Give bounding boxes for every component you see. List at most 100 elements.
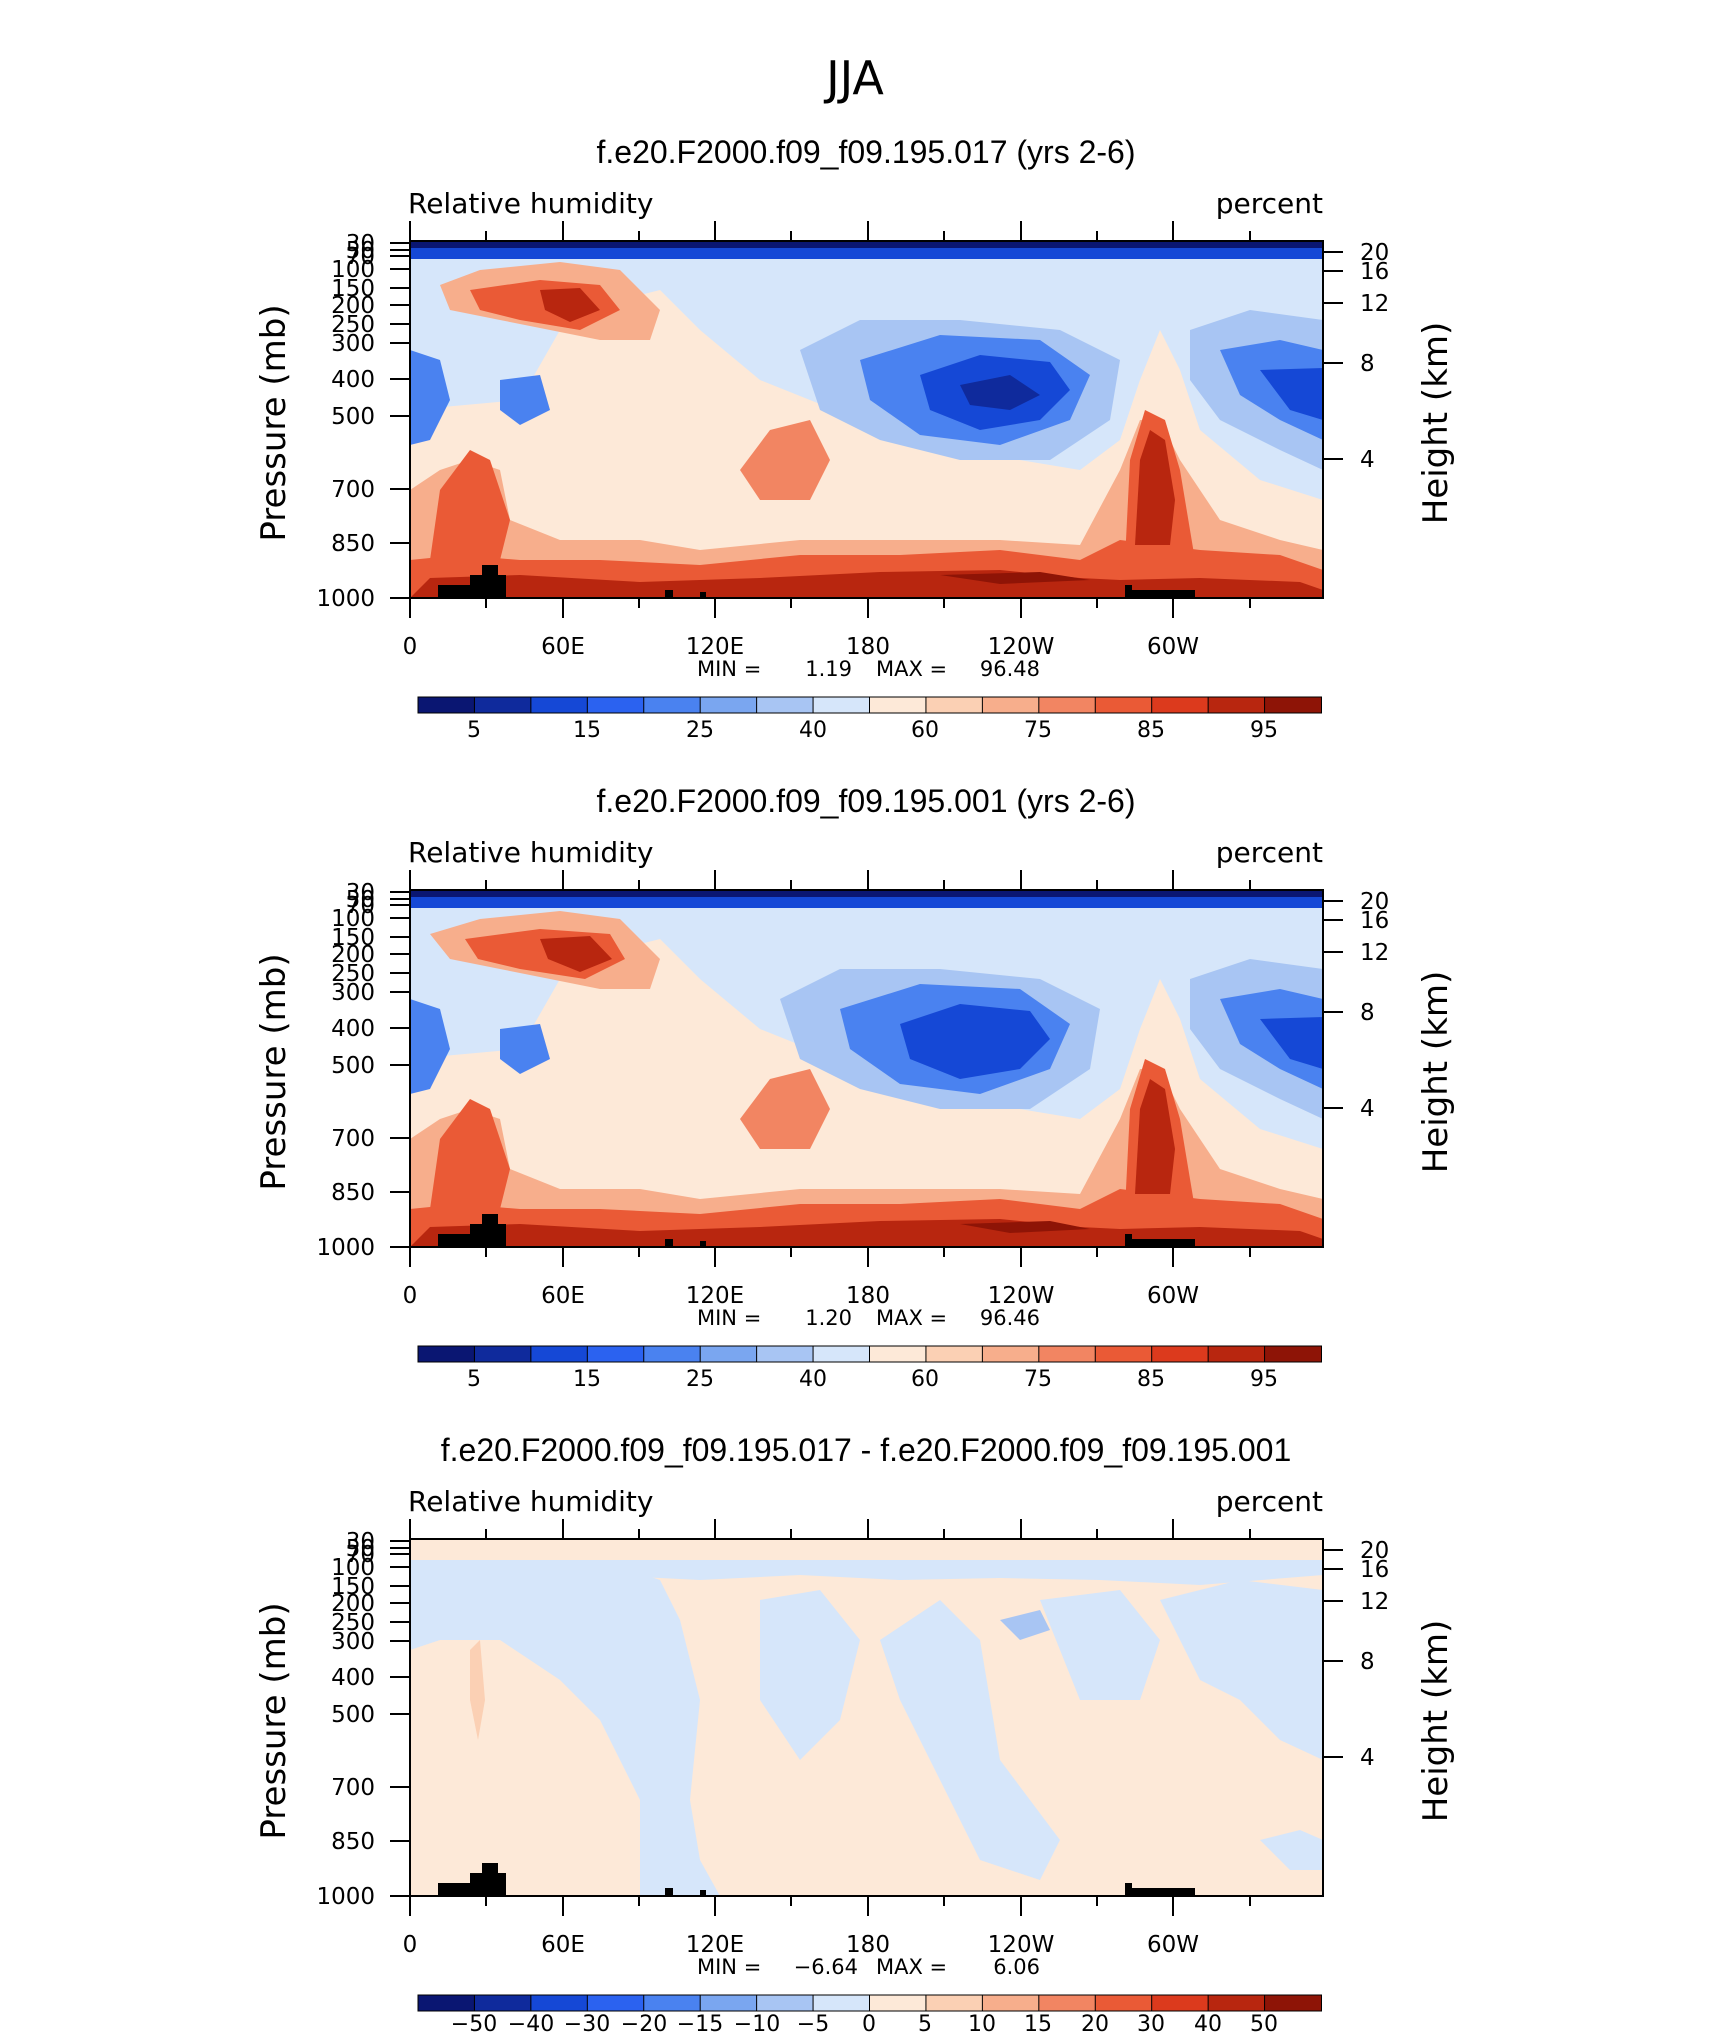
colorbar-swatch — [981, 1345, 1040, 1363]
panel-2-height-tick-label: 12 — [1360, 940, 1389, 966]
colorbar-swatch — [586, 1994, 645, 2012]
panel-1-xtick-label: 120W — [988, 634, 1055, 660]
panel-3-colorbar — [417, 1994, 1322, 2012]
panel-1-min-value: 1.19 — [805, 657, 852, 681]
panel-1-y-ticks — [390, 242, 1343, 599]
colorbar-swatch — [643, 1345, 702, 1363]
colorbar-swatch — [1264, 1345, 1322, 1363]
panel-3-ylabel-right: Height (km) — [1416, 1620, 1456, 1823]
panel-3-colorbar-label: 0 — [862, 2012, 876, 2037]
panel-2-max-label: MAX = — [876, 1306, 947, 1330]
panel-3-colorbar-label: 20 — [1081, 2012, 1109, 2037]
panel-2-height-tick-label: 16 — [1360, 908, 1389, 934]
figure-title: JJA — [823, 51, 884, 105]
panel-2-colorbar-label: 15 — [573, 1367, 601, 1392]
panel-3-colorbar-label: 10 — [968, 2012, 996, 2037]
panel-2-height-tick-label: 20 — [1360, 889, 1389, 915]
panel-1-xtick-label: 60W — [1147, 634, 1199, 660]
panel-3: f.e20.F2000.f09_f09.195.017 - f.e20.F200… — [254, 1432, 1456, 2037]
panel-3-ytick-label: 300 — [331, 1629, 375, 1655]
colorbar-swatch — [586, 1345, 645, 1363]
panel-2-xtick-label: 60W — [1147, 1283, 1199, 1309]
panel-1-max-label: MAX = — [876, 657, 947, 681]
panel-2-ylabel-right: Height (km) — [1416, 971, 1456, 1174]
panel-2-colorbar-label: 25 — [686, 1367, 714, 1392]
panel-2-ytick-label: 150 — [331, 925, 375, 951]
panel-3-xtick-label: 120W — [988, 1932, 1055, 1958]
colorbar-swatch — [1207, 1345, 1266, 1363]
colorbar-swatch — [1151, 1994, 1210, 2012]
panel-3-colorbar-label: −30 — [564, 2012, 610, 2037]
panel-1-colorbar-label: 85 — [1137, 718, 1165, 743]
panel-3-frame — [409, 1538, 1324, 1897]
panel-3-units-label: percent — [1216, 1485, 1323, 1518]
colorbar-swatch — [473, 1994, 532, 2012]
panel-2-ytick-label: 400 — [331, 1016, 375, 1042]
panel-1-max-value: 96.48 — [980, 657, 1040, 681]
panel-2-colorbar-label: 85 — [1137, 1367, 1165, 1392]
panel-1-ytick-label: 500 — [331, 404, 375, 430]
panel-3-max-label: MAX = — [876, 1955, 947, 1979]
panel-2-title: f.e20.F2000.f09_f09.195.001 (yrs 2-6) — [596, 783, 1135, 819]
panel-1-ylabel: Pressure (mb) — [254, 304, 294, 541]
colorbar-swatch — [643, 1994, 702, 2012]
panel-1-ytick-label: 200 — [331, 293, 375, 319]
colorbar-swatch — [1094, 1345, 1153, 1363]
panel-2-frame — [409, 889, 1324, 1248]
panel-1-xtick-label: 0 — [403, 634, 418, 660]
panel-3-ytick-label: 50 — [346, 1536, 375, 1562]
panel-1-x-ticks — [409, 221, 1251, 618]
panel-3-ytick-label: 30 — [346, 1529, 375, 1555]
panel-3-height-tick-label: 16 — [1360, 1557, 1389, 1583]
panel-3-ytick-label: 100 — [331, 1555, 375, 1581]
panel-2-colorbar-label: 5 — [467, 1367, 481, 1392]
colorbar-swatch — [417, 1345, 476, 1363]
panel-1-ytick-label: 100 — [331, 257, 375, 283]
panel-2-height-tick-label: 4 — [1360, 1096, 1375, 1122]
panel-1-ytick-label: 700 — [331, 477, 375, 503]
colorbar-swatch — [925, 696, 984, 714]
panel-1-ytick-label: 30 — [346, 231, 375, 257]
panel-1-ytick-label: 50 — [346, 238, 375, 264]
colorbar-swatch — [530, 1345, 589, 1363]
colorbar-swatch — [869, 1345, 927, 1363]
panel-1-colorbar-label: 40 — [799, 718, 827, 743]
panel-3-colorbar-label: −10 — [734, 2012, 780, 2037]
panel-3-min-value: −6.64 — [794, 1955, 858, 1979]
panel-1-colorbar-label: 15 — [573, 718, 601, 743]
panel-1-plot-area — [410, 241, 1323, 598]
panel-2-colorbar-label: 40 — [799, 1367, 827, 1392]
panel-1-height-tick-label: 12 — [1360, 291, 1389, 317]
panel-1-ylabel-right: Height (km) — [1416, 322, 1456, 525]
colorbar-swatch — [1264, 1994, 1322, 2012]
panel-3-variable-label: Relative humidity — [408, 1485, 653, 1518]
colorbar-swatch — [1038, 1994, 1097, 2012]
panel-1-colorbar — [417, 696, 1322, 714]
panel-1-ytick-label: 70 — [346, 244, 375, 270]
panel-1-ytick-label: 400 — [331, 367, 375, 393]
panel-1-height-tick-label: 16 — [1360, 259, 1389, 285]
panel-1-ytick-label: 850 — [331, 531, 375, 557]
panel-3-height-tick-label: 20 — [1360, 1538, 1389, 1564]
panel-2-xtick-label: 0 — [403, 1283, 418, 1309]
colorbar-swatch — [586, 696, 645, 714]
panel-1-height-tick-label: 20 — [1360, 240, 1389, 266]
colorbar-swatch — [981, 1994, 1040, 2012]
colorbar-swatch — [812, 1994, 871, 2012]
colorbar-swatch — [812, 696, 871, 714]
panel-3-xtick-label: 180 — [846, 1932, 890, 1958]
panel-3-ytick-label: 250 — [331, 1610, 375, 1636]
panel-1-height-tick-label: 4 — [1360, 447, 1375, 473]
colorbar-swatch — [1038, 1345, 1097, 1363]
panel-3-colorbar-label: 5 — [918, 2012, 932, 2037]
panel-1-variable-label: Relative humidity — [408, 187, 653, 220]
panel-3-title: f.e20.F2000.f09_f09.195.017 - f.e20.F200… — [441, 1432, 1291, 1468]
panel-2-xtick-label: 120E — [686, 1283, 744, 1309]
panel-3-height-tick-label: 12 — [1360, 1589, 1389, 1615]
panel-3-ytick-label: 500 — [331, 1702, 375, 1728]
colorbar-swatch — [981, 696, 1040, 714]
panel-1-xtick-label: 180 — [846, 634, 890, 660]
panel-2: f.e20.F2000.f09_f09.195.001 (yrs 2-6) Re… — [254, 783, 1456, 1392]
panel-2-ytick-label: 70 — [346, 893, 375, 919]
panel-2-x-ticks — [409, 870, 1251, 1267]
